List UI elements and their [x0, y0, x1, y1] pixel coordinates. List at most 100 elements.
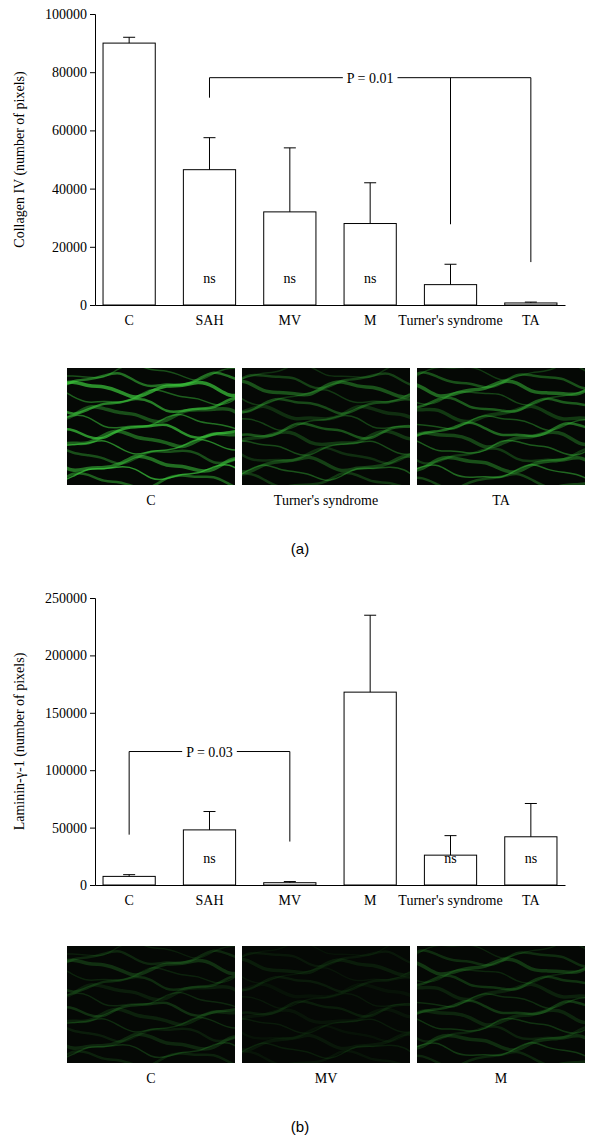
fluorescence-fiber: [242, 1043, 410, 1059]
bar-label: ns: [203, 271, 215, 286]
x-tick-label: Turner's syndrome: [398, 893, 502, 908]
fluorescence-fiber: [242, 456, 410, 472]
fluorescence-fiber: [242, 1051, 410, 1063]
fluorescence-fiber: [67, 992, 235, 1010]
micrograph: [417, 368, 585, 485]
fluorescence-fiber: [242, 447, 410, 463]
y-tick-label: 0: [80, 298, 87, 313]
x-axis-line: [96, 885, 566, 886]
chart-panel: 020000400006000080000100000CSAHMVMTurner…: [12, 7, 595, 557]
x-axis: CSAHMVMTurner's syndromeTA: [96, 886, 566, 908]
bracket-drop: [530, 78, 531, 262]
error-cap: [445, 264, 457, 265]
y-tick-label: 60000: [52, 123, 87, 138]
micrograph: [67, 368, 235, 485]
error-stem: [209, 812, 210, 830]
micrograph-caption: TA: [492, 493, 510, 508]
fluorescence-fiber: [417, 398, 585, 412]
error-bar: [284, 148, 296, 212]
micrograph: [417, 946, 585, 1063]
fluorescence-fiber: [67, 465, 235, 483]
x-tick-label: C: [124, 313, 133, 328]
y-tick-mark: [90, 713, 95, 714]
y-tick-mark: [90, 828, 95, 829]
bracket-drop: [129, 752, 130, 835]
fluorescence-fiber: [242, 959, 410, 975]
error-bar: [203, 138, 215, 170]
figure: 020000400006000080000100000CSAHMVMTurner…: [0, 0, 600, 1141]
y-tick-mark: [90, 189, 95, 190]
x-tick-label: MV: [279, 313, 302, 328]
y-tick-mark: [90, 770, 95, 771]
panel-label: (a): [291, 540, 309, 557]
y-tick-label: 40000: [52, 182, 87, 197]
error-stem: [370, 183, 371, 224]
chart-panel: 050000100000150000200000250000CSAHMVMTur…: [12, 591, 595, 1135]
error-cap: [284, 147, 296, 148]
x-tick-label: M: [364, 313, 377, 328]
fluorescence-fiber: [417, 437, 585, 455]
y-tick: 100000: [45, 763, 95, 778]
bar-label: ns: [284, 271, 296, 286]
y-axis-title: Laminin-γ-1 (number of pixels): [12, 652, 28, 830]
x-tick: Turner's syndrome: [398, 893, 502, 908]
fluorescence-fiber: [242, 1034, 410, 1050]
micrograph: [242, 946, 410, 1063]
y-tick-mark: [90, 885, 95, 886]
y-tick: 60000: [52, 123, 95, 138]
x-tick: TA: [522, 313, 540, 328]
micrograph: [242, 368, 410, 485]
fluorescence-fiber: [417, 465, 585, 483]
bar: [103, 43, 155, 305]
y-tick-label: 100000: [45, 763, 87, 778]
bar: [505, 303, 557, 305]
fluorescence-fiber: [417, 1043, 585, 1061]
fluorescence-fiber: [67, 1009, 235, 1024]
x-tick-label: SAH: [195, 313, 223, 328]
bar: [183, 170, 235, 305]
x-tick-label: TA: [522, 893, 540, 908]
y-tick: 250000: [45, 591, 95, 606]
error-bar: [364, 615, 376, 692]
error-bar: [123, 875, 135, 877]
x-tick-label: TA: [522, 313, 540, 328]
error-stem: [530, 803, 531, 836]
error-stem: [209, 138, 210, 170]
fluorescence-fiber: [242, 381, 410, 397]
y-tick-mark: [90, 130, 95, 131]
error-bar: [525, 803, 537, 836]
bar-label: ns: [444, 851, 456, 866]
fluorescence-fiber: [67, 1051, 235, 1063]
micrograph-caption: MV: [315, 1071, 338, 1086]
y-axis: 050000100000150000200000250000: [45, 591, 96, 893]
bar: [344, 224, 396, 305]
y-tick: 50000: [52, 821, 95, 836]
x-tick-label: Turner's syndrome: [398, 313, 502, 328]
micrograph-caption: Turner's syndrome: [274, 493, 378, 508]
y-tick-label: 80000: [52, 65, 87, 80]
x-axis-line: [96, 305, 566, 306]
fluorescence-fiber: [242, 1025, 410, 1041]
micrograph-caption: C: [146, 1071, 155, 1086]
x-tick: C: [124, 313, 133, 328]
y-tick: 80000: [52, 65, 95, 80]
y-tick-mark: [90, 14, 95, 15]
x-axis: C SAH MV M Turner's syndrome TA: [96, 306, 566, 328]
bracket-label-bg: [182, 744, 237, 760]
x-tick: TA: [522, 893, 540, 908]
bracket-drop: [450, 78, 451, 225]
error-bar: [445, 264, 457, 284]
x-tick-label: MV: [279, 893, 302, 908]
plot-area: [103, 37, 557, 305]
y-axis: 020000400006000080000100000: [45, 7, 96, 313]
fluorescence-fiber: [242, 473, 410, 485]
y-tick-mark: [90, 598, 95, 599]
bar: [183, 830, 235, 885]
fluorescence-fiber: [242, 1009, 410, 1023]
error-stem: [129, 37, 130, 43]
significance-bracket: P = 0.01: [209, 70, 530, 262]
y-tick: 0: [80, 878, 95, 893]
error-cap: [284, 881, 296, 882]
fluorescence-fiber: [67, 473, 235, 485]
x-tick: C: [124, 893, 133, 908]
